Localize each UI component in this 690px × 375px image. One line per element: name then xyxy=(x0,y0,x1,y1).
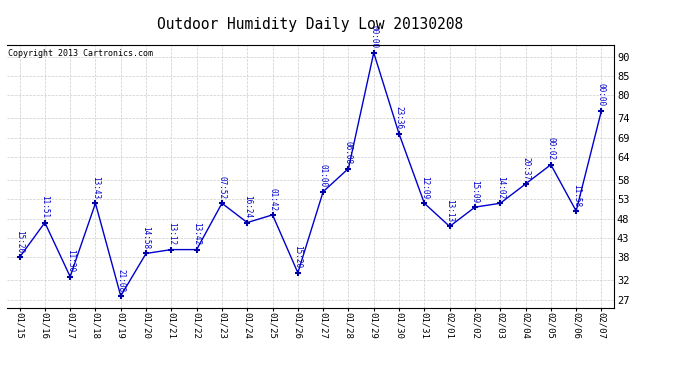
Text: 11:30: 11:30 xyxy=(66,249,75,273)
Text: 13:13: 13:13 xyxy=(445,199,454,222)
Text: 01:00: 01:00 xyxy=(319,164,328,188)
Text: 07:52: 07:52 xyxy=(217,176,226,199)
Text: Outdoor Humidity Daily Low 20130208: Outdoor Humidity Daily Low 20130208 xyxy=(157,17,464,32)
Text: 16:24: 16:24 xyxy=(243,195,252,218)
Text: 11:58: 11:58 xyxy=(571,184,581,207)
Text: 21:08: 21:08 xyxy=(116,268,126,292)
Text: 14:58: 14:58 xyxy=(141,226,150,249)
Text: Humidity  (%): Humidity (%) xyxy=(591,30,672,40)
Text: 13:43: 13:43 xyxy=(91,176,100,199)
Text: 01:42: 01:42 xyxy=(268,188,277,211)
Text: 11:51: 11:51 xyxy=(40,195,50,218)
Text: 00:02: 00:02 xyxy=(546,137,555,160)
Text: 15:09: 15:09 xyxy=(471,180,480,203)
Text: 13:12: 13:12 xyxy=(167,222,176,245)
Text: 00:00: 00:00 xyxy=(369,26,378,48)
Text: 15:20: 15:20 xyxy=(15,230,24,253)
Text: 12:09: 12:09 xyxy=(420,176,429,199)
Text: 14:02: 14:02 xyxy=(495,176,505,199)
Text: 06:08: 06:08 xyxy=(344,141,353,164)
Text: 20:37: 20:37 xyxy=(521,157,530,180)
Text: 23:36: 23:36 xyxy=(395,106,404,130)
Text: 13:42: 13:42 xyxy=(192,222,201,245)
Text: 15:20: 15:20 xyxy=(293,246,302,268)
Text: 00:00: 00:00 xyxy=(597,83,606,106)
Text: Copyright 2013 Cartronics.com: Copyright 2013 Cartronics.com xyxy=(8,49,152,58)
